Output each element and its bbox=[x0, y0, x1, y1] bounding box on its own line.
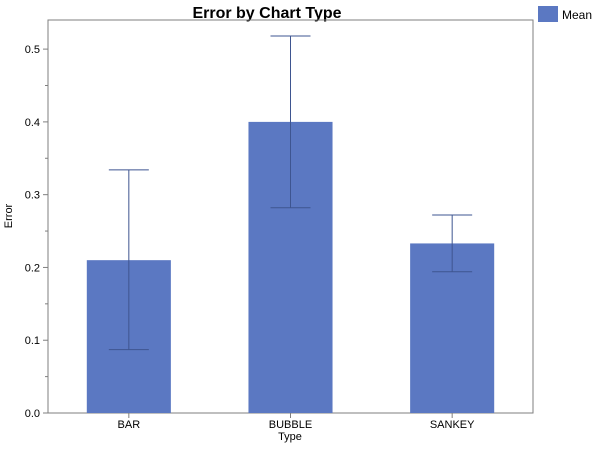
x-axis-ticks: BAR BUBBLE SANKEY bbox=[118, 413, 475, 431]
y-tick-label: 0.1 bbox=[25, 335, 40, 347]
x-tick-label: SANKEY bbox=[430, 419, 475, 431]
y-tick-label: 0.5 bbox=[25, 44, 40, 56]
y-tick-label: 0.4 bbox=[25, 117, 40, 129]
y-axis-label: Error bbox=[3, 203, 15, 228]
y-tick-label: 0.2 bbox=[25, 262, 40, 274]
x-tick-label: BAR bbox=[118, 419, 141, 431]
x-axis-label: Type bbox=[278, 431, 302, 443]
legend-swatch bbox=[538, 6, 558, 22]
y-tick-label: 0.3 bbox=[25, 190, 40, 202]
x-tick-label: BUBBLE bbox=[269, 419, 312, 431]
legend-label: Mean bbox=[562, 8, 592, 22]
error-bars bbox=[108, 35, 473, 351]
chart-title: Error by Chart Type bbox=[192, 5, 341, 22]
y-axis-ticks: 0.0 0.1 0.2 0.3 0.4 0.5 bbox=[25, 44, 48, 420]
y-tick-label: 0.0 bbox=[25, 408, 40, 420]
legend: Mean bbox=[538, 6, 592, 22]
